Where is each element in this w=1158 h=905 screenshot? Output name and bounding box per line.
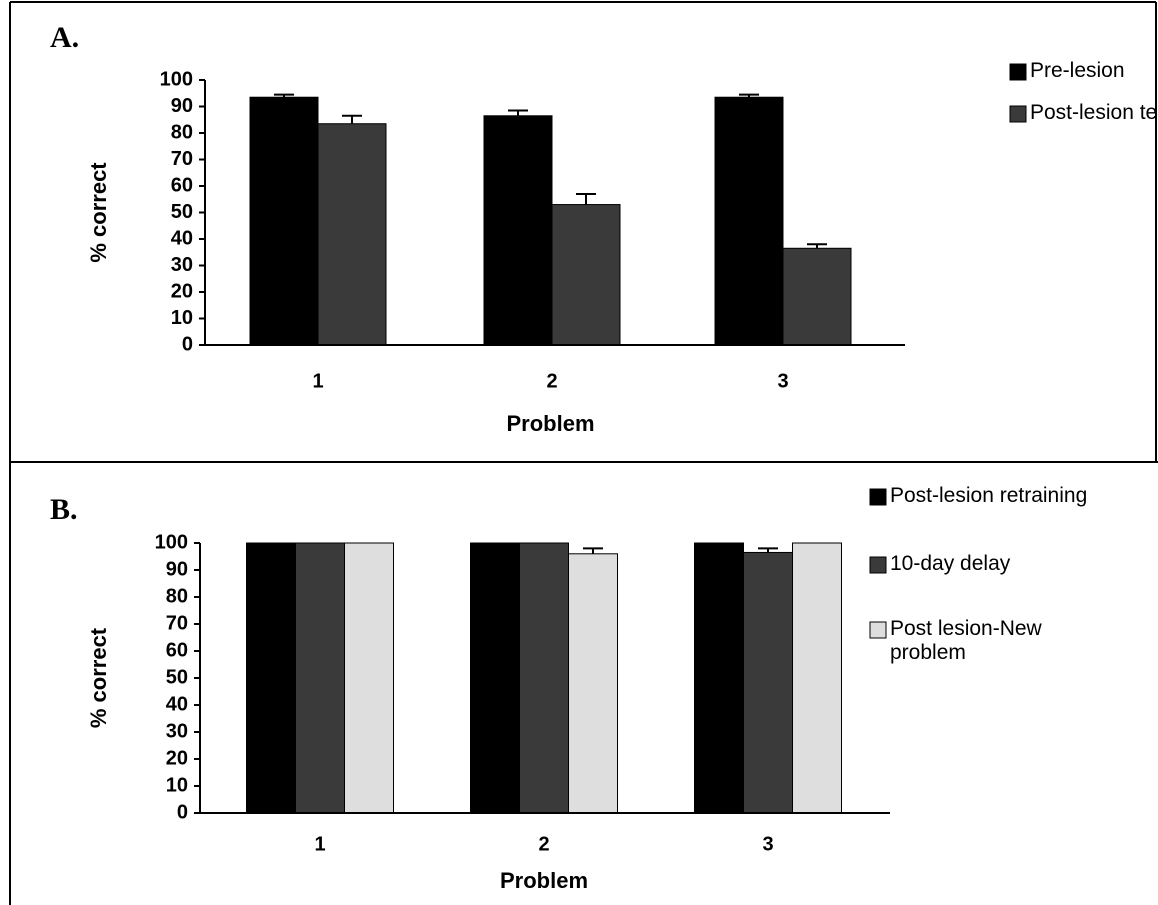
error-bar (274, 93, 294, 98)
legend-label: 10-day delay (890, 552, 1011, 575)
error-bar (739, 93, 759, 98)
y-tick-label: 0 (177, 801, 188, 823)
legend-box: 10-day delay (890, 552, 1011, 575)
error-bar (342, 114, 362, 124)
y-tick-label: 20 (166, 747, 188, 769)
y-tick-label: 30 (166, 720, 188, 742)
x-axis-title: Problem (506, 411, 594, 436)
y-tick-label: 50 (171, 201, 193, 223)
y-tick-label: 100 (155, 531, 188, 553)
y-tick-label: 60 (166, 639, 188, 661)
legend-label: Pre-lesion (1030, 59, 1125, 82)
legend-label: Post-lesion test (1030, 101, 1158, 124)
error-bar (807, 243, 827, 249)
x-tick-label: 3 (762, 833, 773, 855)
y-axis-title: % correct (86, 627, 111, 728)
legend-box: Post-lesion test (1030, 101, 1158, 124)
y-axis-title: % correct (86, 162, 111, 263)
legend-swatch (869, 556, 887, 574)
y-tick-label: 60 (171, 174, 193, 196)
y-tick-label: 80 (166, 585, 188, 607)
panel-label: B. (50, 493, 78, 526)
error-bar (576, 192, 596, 205)
x-tick-label: 2 (538, 833, 549, 855)
y-tick-label: 30 (171, 254, 193, 276)
y-tick-label: 80 (171, 121, 193, 143)
bar (470, 542, 520, 814)
legend-swatch (1009, 63, 1027, 81)
legend-swatch (869, 488, 887, 506)
y-tick-label: 100 (160, 68, 193, 90)
bar (249, 96, 319, 346)
y-tick-label: 10 (171, 307, 193, 329)
bar (792, 542, 842, 814)
x-axis-title: Problem (500, 868, 588, 893)
legend-swatch (869, 621, 887, 639)
y-tick-label: 10 (166, 774, 188, 796)
y-tick-label: 40 (166, 693, 188, 715)
error-bar (758, 547, 778, 553)
error-bar (508, 109, 528, 116)
y-tick-label: 0 (182, 333, 193, 355)
legend-box: Post lesion-New problem (890, 617, 1042, 664)
panel-label: A. (50, 21, 79, 54)
y-tick-label: 90 (166, 558, 188, 580)
legend-box: Post-lesion retraining (890, 484, 1088, 507)
error-bar (583, 547, 603, 554)
y-tick-label: 70 (171, 148, 193, 170)
y-tick-label: 40 (171, 227, 193, 249)
y-tick-label: 50 (166, 666, 188, 688)
y-tick-label: 70 (166, 612, 188, 634)
legend-swatch (1009, 105, 1027, 123)
bar (568, 553, 618, 814)
bar (694, 542, 744, 814)
bar (317, 123, 387, 346)
bar (483, 115, 553, 346)
bar (295, 542, 345, 814)
y-tick-label: 90 (171, 95, 193, 117)
x-tick-label: 3 (777, 370, 788, 392)
bar (551, 204, 621, 346)
bar (519, 542, 569, 814)
legend-label: Post lesion-New problem (890, 617, 1042, 664)
x-tick-label: 1 (312, 370, 323, 392)
x-tick-label: 1 (314, 833, 325, 855)
bar (246, 542, 296, 814)
x-tick-label: 2 (546, 370, 557, 392)
y-tick-label: 20 (171, 280, 193, 302)
legend-box: Pre-lesion (1030, 59, 1125, 82)
legend-label: Post-lesion retraining (890, 484, 1088, 507)
bar (714, 96, 784, 346)
bar (782, 247, 852, 346)
bar (743, 551, 793, 814)
bar (344, 542, 394, 814)
